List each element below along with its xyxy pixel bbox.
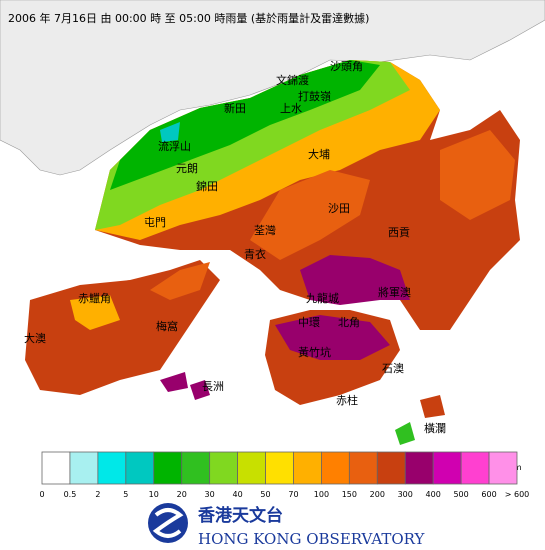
legend-swatch (321, 451, 350, 485)
place-label: 長洲 (202, 380, 224, 393)
logo-english: HONG KONG OBSERVATORY (198, 530, 425, 548)
logo-swirl (152, 508, 184, 538)
place-label: 北角 (338, 316, 360, 329)
island (160, 372, 188, 392)
legend-label: 300 (398, 490, 413, 499)
island (190, 380, 210, 400)
legend-swatch (404, 451, 434, 485)
legend: mm 00.5251020304050701001502003004005006… (39, 451, 530, 499)
place-label: 打鼓嶺 (298, 89, 331, 103)
legend-label: 100 (314, 490, 329, 499)
map-title: 2006 年 7月16日 由 00:00 時 至 05:00 時雨量 (基於雨量… (8, 11, 369, 25)
place-label: 大澳 (24, 331, 46, 345)
legend-label: 40 (232, 490, 242, 499)
rain-band (250, 170, 370, 260)
legend-label: 500 (453, 490, 468, 499)
place-label: 沙頭角 (330, 60, 363, 73)
legend-label: 200 (370, 490, 385, 499)
place-label: 赤柱 (336, 393, 358, 407)
place-label: 梅窩 (156, 319, 178, 333)
rain-band (160, 122, 180, 142)
rain-band (300, 255, 410, 305)
legend-swatch (488, 451, 518, 485)
legend-swatch (41, 451, 71, 485)
island (395, 422, 415, 445)
rain-band (440, 130, 515, 220)
place-label: 沙田 (328, 202, 350, 215)
legend-swatch (460, 451, 490, 485)
legend-swatch (293, 451, 322, 485)
place-label: 上水 (280, 102, 302, 115)
rain-band (150, 262, 210, 300)
place-label: 屯門 (144, 216, 166, 229)
legend-label: 20 (177, 490, 187, 499)
rain-band (275, 315, 390, 360)
place-label: 青衣 (244, 247, 266, 261)
place-label: 赤鱲角 (78, 292, 111, 305)
rain-band (70, 295, 120, 330)
rain-band (110, 60, 380, 190)
legend-label: 70 (288, 490, 298, 499)
legend-swatch (181, 451, 211, 485)
island (420, 395, 445, 418)
logo-chinese: 香港天文台 (198, 505, 283, 526)
legend-swatch (432, 451, 462, 485)
place-label: 黃竹坑 (298, 345, 331, 359)
place-label: 錦田 (196, 179, 218, 193)
legend-swatch (376, 451, 406, 485)
place-label: 荃灣 (254, 223, 276, 237)
legend-swatch (97, 451, 127, 485)
place-label: 新田 (224, 101, 246, 115)
legend-label: 0.5 (64, 490, 77, 499)
place-label: 流浮山 (158, 139, 191, 153)
legend-label: 0 (39, 490, 44, 499)
place-label: 中環 (298, 316, 320, 329)
place-label: 橫瀾 (424, 421, 446, 435)
legend-label: 5 (123, 490, 128, 499)
legend-swatch (348, 451, 378, 485)
legend-label: 30 (205, 490, 215, 499)
place-label: 石澳 (382, 362, 404, 375)
rain-band (95, 60, 410, 230)
mainland (0, 0, 545, 176)
legend-label: > 600 (505, 490, 530, 499)
legend-label: 50 (260, 490, 270, 499)
legend-label: 10 (149, 490, 159, 499)
legend-swatch (237, 451, 266, 485)
legend-swatch (125, 451, 155, 485)
place-label: 九龍城 (306, 291, 339, 305)
legend-swatch (69, 451, 99, 485)
place-label: 大埔 (308, 147, 330, 161)
legend-label: 600 (481, 490, 496, 499)
legend-label: 150 (342, 490, 357, 499)
place-label: 將軍澳 (378, 285, 411, 299)
legend-label: 400 (426, 490, 441, 499)
legend-swatch (153, 451, 183, 485)
place-labels: 沙頭角 文錦渡 打鼓嶺 新田 上水 流浮山 元朗 錦田 大埔 屯門 沙田 荃灣 … (24, 60, 446, 435)
place-label: 西貢 (388, 226, 410, 239)
logo: 香港天文台 HONG KONG OBSERVATORY (148, 503, 425, 548)
legend-swatch (265, 451, 294, 485)
place-label: 文錦渡 (276, 73, 309, 87)
legend-swatch (209, 451, 238, 485)
legend-label: 2 (95, 490, 100, 499)
place-label: 元朗 (176, 162, 198, 175)
